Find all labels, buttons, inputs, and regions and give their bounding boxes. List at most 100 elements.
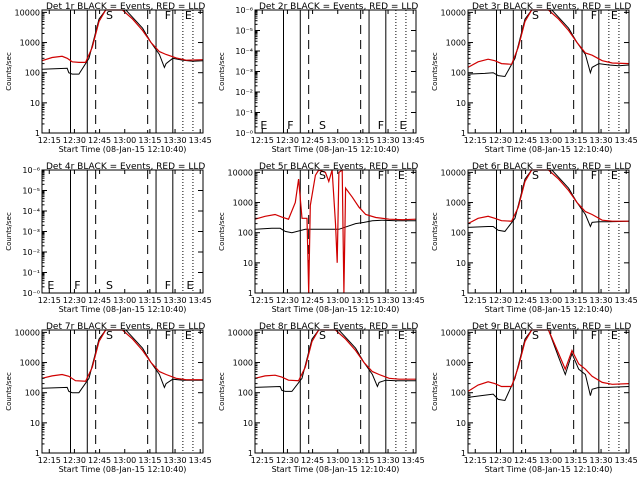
y-axis-label: Counts/sec	[5, 372, 13, 411]
marker-f: F	[591, 9, 597, 22]
y-tick-label: 10⁻⁶	[22, 166, 40, 175]
y-tick-label: 10⁻²	[22, 248, 40, 257]
y-tick-label: 10⁻⁴	[235, 47, 253, 56]
y-tick-label: 10⁻⁵	[22, 187, 40, 196]
x-tick-label: 12:45	[514, 456, 537, 465]
x-tick-label: 13:30	[590, 296, 613, 305]
series-lld	[41, 329, 203, 382]
marker-s: S	[319, 119, 326, 132]
x-tick-label: 12:15	[38, 456, 61, 465]
x-axis-label: Start Time (08-Jan-15 12:10:40)	[59, 305, 187, 314]
x-tick-label: 12:15	[38, 296, 61, 305]
series-events	[467, 9, 630, 78]
y-tick-label: 1000	[446, 39, 466, 48]
x-axis-label: Start Time (08-Jan-15 12:10:40)	[272, 465, 400, 474]
x-tick-label: 13:30	[164, 456, 187, 465]
y-tick-label: 1	[35, 449, 40, 458]
x-tick-label: 12:30	[63, 296, 86, 305]
plot-frame	[254, 9, 417, 134]
marker-f: F	[378, 119, 384, 132]
x-tick-label: 13:15	[351, 456, 374, 465]
panel-title: Det 7r BLACK = Events, RED = LLD	[46, 322, 205, 332]
marker-f: F	[287, 119, 293, 132]
y-tick-label: 10000	[228, 168, 253, 177]
series-lld	[467, 169, 629, 225]
series-lld	[41, 9, 204, 63]
x-tick-label: 12:30	[489, 456, 512, 465]
plot-frame	[467, 169, 630, 294]
x-tick-label: 12:30	[63, 456, 86, 465]
marker-f: F	[378, 169, 384, 182]
x-tick-label: 13:15	[351, 136, 374, 145]
x-axis-label: Start Time (08-Jan-15 12:10:40)	[59, 145, 187, 154]
marker-e: E	[398, 169, 405, 182]
x-tick-label: 12:15	[464, 296, 487, 305]
y-tick-label: 10	[30, 99, 40, 108]
x-tick-label: 12:45	[301, 456, 324, 465]
marker-e: E	[260, 119, 267, 132]
marker-f: F	[165, 9, 171, 22]
x-tick-label: 12:45	[301, 136, 324, 145]
x-axis-label: Start Time (08-Jan-15 12:10:40)	[485, 305, 613, 314]
x-axis-label: Start Time (08-Jan-15 12:10:40)	[59, 465, 187, 474]
plot-frame	[467, 329, 630, 454]
x-tick-label: 12:15	[251, 136, 274, 145]
x-tick-label: 13:15	[138, 136, 161, 145]
series-lld	[467, 9, 630, 68]
y-tick-label: 10	[243, 259, 253, 268]
x-tick-label: 13:15	[351, 296, 374, 305]
panel-title: Det 1r BLACK = Events, RED = LLD	[46, 2, 205, 12]
x-tick-label: 13:15	[564, 136, 587, 145]
marker-s: S	[106, 329, 113, 342]
panel-2: Det 2r BLACK = Events, RED = LLD E F S F E 12:…	[218, 2, 425, 154]
y-tick-label: 10000	[15, 8, 40, 17]
series-events	[467, 329, 630, 402]
x-tick-label: 12:30	[276, 136, 299, 145]
series-events	[254, 329, 416, 392]
x-tick-label: 13:00	[113, 136, 136, 145]
panel-title: Det 2r BLACK = Events, RED = LLD	[259, 2, 418, 12]
y-axis-label: Counts/sec	[431, 372, 439, 411]
x-tick-label: 12:15	[464, 456, 487, 465]
marker-e: E	[47, 279, 54, 292]
y-tick-label: 100	[451, 229, 466, 238]
y-axis-label: Counts/sec	[218, 212, 226, 251]
y-axis-label: Counts/sec	[218, 372, 226, 411]
y-tick-label: 100	[238, 389, 253, 398]
x-tick-label: 12:30	[276, 456, 299, 465]
y-axis-label: Counts/sec	[218, 52, 226, 91]
y-tick-label: 1000	[233, 359, 253, 368]
x-axis-label: Start Time (08-Jan-15 12:10:40)	[485, 145, 613, 154]
x-tick-label: 13:45	[615, 136, 638, 145]
series-events	[41, 329, 203, 394]
x-tick-label: 12:30	[276, 296, 299, 305]
x-tick-label: 13:00	[326, 456, 349, 465]
y-tick-label: 1	[461, 449, 466, 458]
y-tick-label: 10000	[15, 328, 40, 337]
x-tick-label: 12:45	[88, 456, 111, 465]
marker-f: F	[378, 329, 384, 342]
x-axis-label: Start Time (08-Jan-15 12:10:40)	[272, 305, 400, 314]
x-tick-label: 13:45	[402, 456, 425, 465]
panel-title: Det 4r BLACK = Events, RED = LLD	[46, 162, 205, 172]
x-tick-label: 12:15	[464, 136, 487, 145]
x-tick-label: 13:15	[564, 296, 587, 305]
y-tick-label: 10⁻¹	[235, 109, 253, 118]
marker-e: E	[611, 9, 618, 22]
y-tick-label: 10⁻³	[22, 228, 40, 237]
series-events	[467, 169, 630, 232]
x-tick-label: 13:30	[164, 136, 187, 145]
marker-e: E	[611, 169, 618, 182]
y-tick-label: 10	[456, 99, 466, 108]
marker-s: S	[532, 329, 539, 342]
y-tick-label: 10⁻⁴	[22, 207, 40, 216]
x-tick-label: 13:45	[615, 456, 638, 465]
marker-e: E	[611, 329, 618, 342]
y-axis-label: Counts/sec	[5, 212, 13, 251]
